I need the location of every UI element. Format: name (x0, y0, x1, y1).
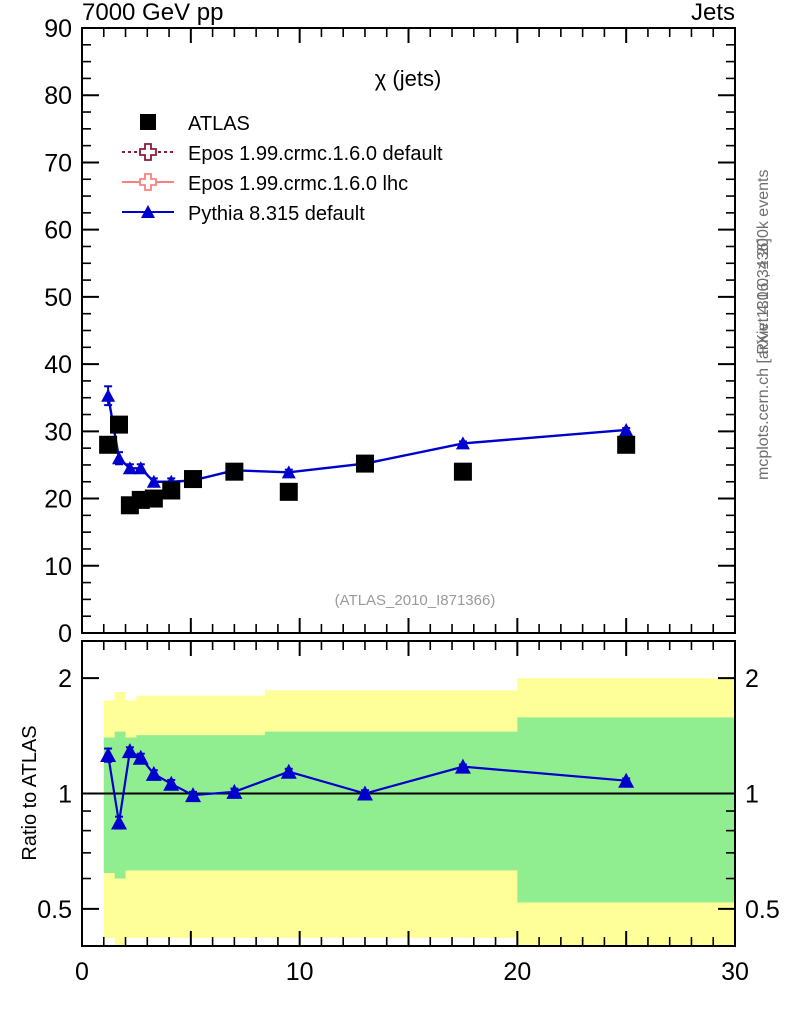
atlas-marker (99, 435, 118, 454)
ratio-pythia-marker (145, 765, 162, 781)
ratio-x-tick-label: 10 (286, 958, 314, 986)
ratio-y-tick-label: 0.5 (37, 896, 72, 924)
y-tick-label: 60 (44, 217, 72, 245)
pythia-marker (619, 422, 634, 436)
pythia-marker (281, 465, 296, 479)
legend-marker-cross (139, 173, 157, 191)
ratio-y-tick-label-right: 1 (745, 781, 759, 809)
legend-marker-triangle (141, 205, 155, 218)
ratio-y-tick-label: 2 (58, 665, 72, 693)
y-tick-label: 20 (44, 486, 72, 514)
pythia-marker (133, 461, 148, 475)
ratio-y-tick-label-right: 0.5 (745, 896, 780, 924)
ratio-plot-frame (81, 640, 736, 947)
ratio-pythia-line (107, 749, 627, 823)
ratio-pythia-marker (280, 763, 297, 779)
legend-marker-square (140, 114, 156, 130)
ratio-uncertainty-bands (103, 678, 735, 946)
ratio-pythia-marker (454, 758, 471, 774)
main-plot-background (82, 28, 735, 633)
legend-label-3: Pythia 8.315 default (188, 203, 365, 225)
ratio-pythia-marker (111, 814, 128, 830)
ratio-y-axis-ticks-right: 0.5 1 2 (718, 665, 780, 947)
atlas-marker (453, 462, 472, 481)
y-tick-label: 0 (58, 620, 72, 648)
y-tick-label: 50 (44, 284, 72, 312)
header-right-label: Jets (691, 0, 735, 26)
y-tick-label: 40 (44, 351, 72, 379)
main-data-series (99, 385, 636, 515)
main-plot-frame (81, 27, 736, 634)
legend-label-0: ATLAS (188, 113, 250, 135)
atlas-marker (110, 415, 129, 434)
y-tick-label: 80 (44, 82, 72, 110)
ratio-x-tick-label: 20 (503, 958, 531, 986)
ratio-x-tick-label: 0 (75, 958, 89, 986)
atlas-marker (184, 470, 203, 489)
mcplots-watermark: mcplots.cern.ch [arXiv:1306.3436] (755, 238, 772, 480)
header-left-label: 7000 GeV pp (82, 0, 223, 26)
legend-marker-cross (139, 143, 157, 161)
legend-label-2: Epos 1.99.crmc.1.6.0 lhc (188, 173, 408, 195)
ratio-y-axis-ticks: 0.5 1 2 (37, 665, 99, 947)
atlas-marker (279, 482, 298, 501)
atlas-marker (355, 454, 374, 473)
ratio-pythia-marker (132, 749, 149, 765)
ratio-x-axis-ticks: 0 10 20 30 (75, 641, 749, 986)
pythia-marker (101, 388, 116, 402)
ratio-pythia-marker (356, 785, 373, 801)
ratio-pythia-marker (121, 743, 138, 759)
ratio-y-axis-label: Ratio to ATLAS (19, 725, 41, 860)
ratio-y-tick-label-right: 2 (745, 665, 759, 693)
atlas-marker (144, 489, 163, 508)
y-tick-label: 70 (44, 149, 72, 177)
pythia-marker (455, 436, 470, 450)
ratio-pythia-marker (163, 775, 180, 791)
ratio-pythia-marker (618, 772, 635, 788)
atlas-marker (225, 462, 244, 481)
ratio-pythia-marker (185, 787, 202, 803)
pythia-marker (112, 451, 127, 465)
atlas-marker (617, 435, 636, 454)
pythia-marker (146, 474, 161, 488)
y-tick-label: 90 (44, 15, 72, 43)
atlas-marker (162, 481, 181, 500)
ratio-pythia-marker (226, 783, 243, 799)
pythia-marker (122, 461, 137, 475)
y-tick-label: 10 (44, 553, 72, 581)
ratio-pythia-marker (100, 747, 117, 763)
main-panel: χ (jets) (ATLAS_2010_I871366) 0 10 20 30 40 5… (44, 15, 736, 648)
ratio-x-tick-label: 30 (721, 958, 749, 986)
main-plot-title: χ (jets) (375, 66, 442, 91)
main-y-axis-ticks: 0 10 20 30 40 50 60 70 80 90 (44, 15, 735, 648)
legend: ATLAS Epos 1.99.crmc.1.6.0 default Epos 1.… (122, 113, 443, 225)
rivet-version-watermark: Rivet 4.1.0, ≥ 200k events (755, 170, 772, 355)
analysis-watermark: (ATLAS_2010_I871366) (335, 592, 496, 609)
ratio-inner-band (103, 717, 735, 903)
legend-label-1: Epos 1.99.crmc.1.6.0 default (188, 143, 443, 165)
ratio-y-tick-label: 1 (58, 781, 72, 809)
ratio-data-series (100, 743, 635, 830)
y-tick-label: 30 (44, 418, 72, 446)
ratio-panel: 0.5 1 2 0.5 1 2 0 10 20 30 Ratio to ATLAS (19, 640, 780, 986)
